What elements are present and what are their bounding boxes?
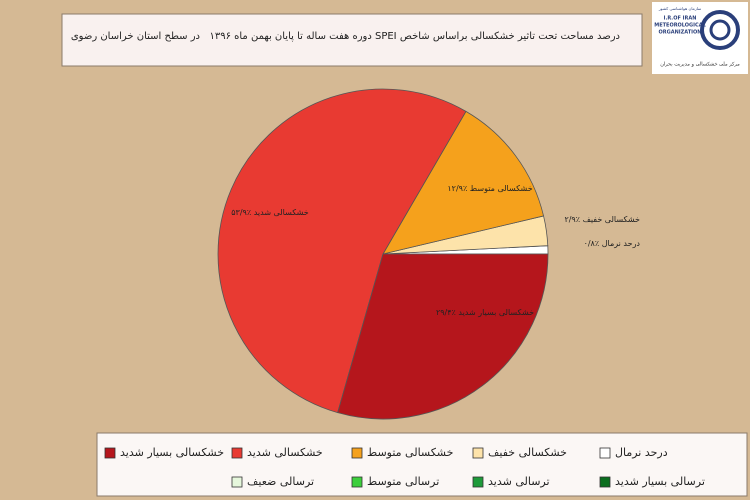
legend-label: خشکسالی متوسط [367, 446, 453, 459]
legend-box [96, 432, 748, 497]
data-label: درحد نرمال ٪۰/۸ [584, 239, 641, 248]
data-label-name: درحد نرمال [602, 239, 641, 248]
data-label-value: ٪۰/۸ [584, 239, 600, 248]
legend-swatch [351, 476, 363, 488]
pie-slice [217, 88, 467, 414]
chart-title: درصد مساحت تحت تاثیر خشکسالی براساس شاخص… [209, 31, 620, 42]
legend: درحد نرمال خشکسالی خفیف خشکسالی متوسط خشکسا… [104, 446, 705, 488]
legend-swatch [599, 447, 611, 459]
logo-ring [700, 10, 740, 50]
legend-label: ترسالی ضعیف [247, 475, 314, 488]
legend-swatch [231, 447, 243, 459]
data-label-name: خشکسالی شدید [254, 208, 309, 217]
legend-label: درحد نرمال [615, 446, 668, 459]
data-label: خشکسالی شدید ٪۵۳/۹ [231, 208, 309, 217]
legend-swatch [231, 476, 243, 488]
data-label-value: ٪۲/۹ [564, 215, 580, 224]
legend-label: ترسالی متوسط [367, 475, 439, 488]
logo-ring [709, 19, 731, 41]
data-label: خشکسالی خفیف ٪۲/۹ [564, 215, 640, 224]
legend-swatch [599, 476, 611, 488]
legend-label: خشکسالی خفیف [488, 446, 567, 459]
pie-slice [337, 253, 549, 420]
data-label-name: خشکسالی بسیار شدید [458, 308, 534, 317]
data-label: خشکسالی بسیار شدید ٪۲۹/۴ [436, 308, 534, 317]
legend-label: ترسالی بسیار شدید [615, 475, 705, 488]
title-box [61, 13, 643, 67]
data-label-name: خشکسالی متوسط [470, 184, 533, 193]
legend-swatch [472, 447, 484, 459]
legend-label: ترسالی شدید [488, 475, 550, 488]
legend-label: خشکسالی بسیار شدید [120, 446, 224, 459]
data-label-name: خشکسالی خفیف [583, 215, 640, 224]
logo-text: I.R.OF IRAN [664, 16, 697, 22]
pie-slice [382, 110, 545, 255]
legend-swatch [351, 447, 363, 459]
legend-label: خشکسالی شدید [247, 446, 323, 459]
chart-subtitle: در سطح استان خراسان رضوی [71, 31, 200, 42]
logo-text: METEOROLOGICAL [654, 23, 706, 29]
logo-text: سازمان هواشناسی کشور [658, 6, 702, 11]
data-label-value: ٪۱۲/۹ [447, 184, 467, 193]
data-label: خشکسالی متوسط ٪۱۲/۹ [447, 184, 532, 193]
legend-swatch [104, 447, 116, 459]
data-label-value: ٪۲۹/۴ [436, 308, 456, 317]
logo-text: ORGANIZATION [659, 30, 702, 36]
legend-swatch [472, 476, 484, 488]
data-label-value: ٪۵۳/۹ [231, 208, 251, 217]
logo-text: مرکز ملی خشکسالی و مدیریت بحران [660, 62, 740, 68]
